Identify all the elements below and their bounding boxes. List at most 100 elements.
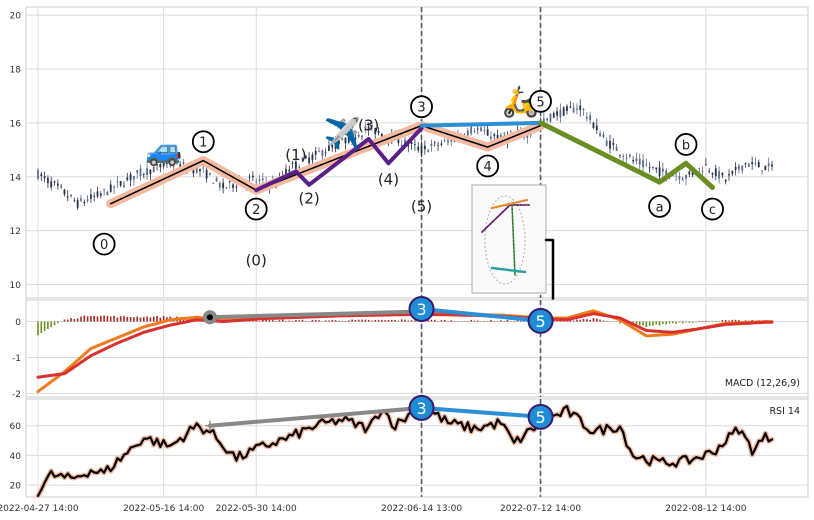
y-tick-label: 0	[15, 318, 21, 328]
candle-body	[476, 128, 479, 130]
candle-body	[255, 181, 258, 183]
candle-body	[552, 113, 555, 118]
macd-hist-bar	[341, 321, 343, 322]
macd-hist-bar	[271, 319, 274, 322]
candle-body	[711, 173, 714, 175]
macd-hist-bar	[612, 321, 615, 323]
candle-body	[486, 129, 489, 136]
macd-hist-bar	[103, 315, 105, 322]
candle-body	[374, 128, 377, 135]
y-tick-label: 14	[10, 173, 22, 183]
candle-body	[248, 176, 251, 178]
macd-hist-bar	[116, 317, 119, 322]
macd-hist-bar	[291, 320, 294, 322]
macd-hist-bar	[344, 320, 347, 322]
candle-body	[63, 189, 66, 195]
macd-hist-bar	[572, 320, 575, 322]
macd-hist-bar	[433, 319, 436, 322]
candle-body	[152, 166, 155, 173]
wave-label: (2)	[298, 189, 319, 207]
candle-body	[728, 174, 730, 176]
macd-hist-bar	[159, 317, 162, 322]
candle-body	[222, 182, 225, 189]
macd-hist-bar	[390, 319, 393, 322]
candle-body	[50, 181, 53, 188]
candle-body	[499, 134, 502, 139]
macd-hist-bar	[447, 321, 449, 322]
macd-hist-bar	[63, 319, 66, 322]
macd-hist-bar	[371, 320, 373, 322]
candle-body	[37, 170, 39, 179]
macd-hist-bar	[80, 316, 82, 322]
candle-body	[734, 167, 737, 170]
candle-body	[169, 161, 172, 165]
macd-hist-bar	[724, 319, 727, 322]
y-tick-label: 20	[10, 12, 22, 22]
wave-label-circle	[410, 95, 433, 119]
macd-hist-bar	[602, 320, 605, 322]
macd-hist-bar	[367, 319, 370, 322]
candle-body	[126, 177, 129, 180]
macd-hist-bar	[582, 318, 585, 322]
candle-body	[225, 187, 228, 189]
macd-hist-bar	[361, 319, 363, 322]
candle-body	[404, 139, 406, 146]
candle-body	[377, 130, 380, 133]
wave-marker-circle	[527, 403, 554, 430]
candle-body	[595, 125, 598, 131]
candle-body	[371, 125, 373, 128]
candle-body	[202, 167, 205, 169]
macd-hist-bar	[90, 315, 92, 322]
candle-body	[447, 140, 449, 142]
x-tick-label: 2022-04-27 14:00	[0, 504, 79, 514]
macd-hist-bar	[357, 319, 360, 322]
macd-hist-bar	[275, 321, 277, 322]
candle-body	[212, 183, 215, 184]
candle-body	[314, 150, 317, 155]
candle-body	[380, 133, 383, 138]
macd-hist-bar	[351, 319, 353, 322]
wave-label-circle	[701, 197, 724, 221]
candle-body	[708, 170, 711, 172]
candle-body	[123, 185, 125, 187]
candle-body	[321, 150, 324, 157]
macd-hist-bar	[463, 321, 466, 322]
macd-hist-bar	[407, 320, 410, 322]
macd-hist-bar	[60, 321, 62, 323]
wave-label: 2	[252, 203, 260, 218]
macd-hist-bar	[609, 321, 611, 323]
macd-hist-bar	[731, 319, 734, 322]
macd-hist-bar	[510, 321, 512, 322]
x-axis: 2022-04-27 14:00 2022-05-16 14:00 2022-05-…	[0, 504, 747, 514]
macd-hist-bar	[638, 321, 641, 326]
trend-start-tick	[204, 420, 215, 431]
macd-hist-bar	[470, 319, 472, 322]
candle-body	[298, 167, 301, 169]
macd-hist-bar	[93, 315, 96, 322]
wave-marker-label: 3	[416, 399, 426, 418]
macd-hist-bar	[457, 321, 459, 322]
macd-hist-bar	[381, 319, 383, 322]
macd-hist-bar	[70, 318, 72, 322]
macd-hist-bar	[496, 321, 499, 322]
wave-label-circle	[191, 130, 215, 154]
macd-hist-bar	[516, 320, 519, 322]
candle-body	[407, 144, 410, 147]
candle-body	[258, 179, 261, 181]
candle-body	[162, 161, 165, 167]
macd-hist-bar	[126, 316, 129, 322]
macd-hist-bar	[40, 321, 43, 333]
candle-body	[90, 194, 92, 199]
macd-hist-bar	[321, 321, 324, 322]
candle-body	[585, 116, 588, 119]
macd-hist-bar	[338, 320, 340, 322]
candle-body	[698, 168, 701, 169]
candle-body	[139, 168, 142, 176]
macd-hist-bar	[467, 320, 469, 322]
macd-hist-bar	[146, 316, 148, 322]
candle-body	[361, 135, 363, 137]
candle-body	[685, 175, 687, 179]
macd-hist-bar	[364, 319, 367, 322]
